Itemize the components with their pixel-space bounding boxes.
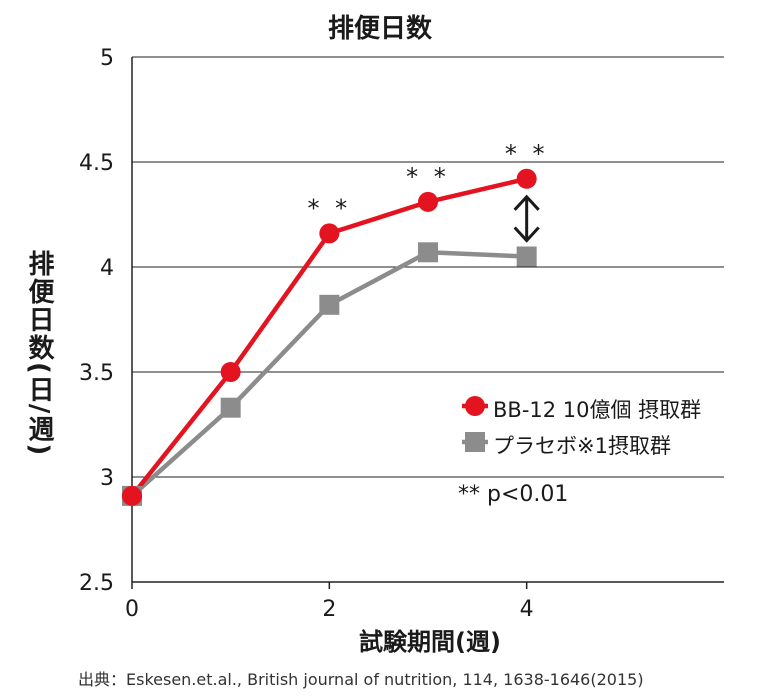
significance-marker: * *	[505, 140, 549, 168]
y-tick-label: 4	[100, 256, 114, 281]
data-point-placebo	[319, 294, 340, 315]
source-citation: 出典：Eskesen.et.al., British journal of nu…	[78, 670, 644, 689]
y-tick-label: 3	[100, 466, 114, 491]
legend-label-placebo: プラセボ※1摂取群	[493, 434, 671, 458]
series-line-placebo	[130, 250, 527, 498]
significance-note: ** p<0.01	[458, 482, 569, 507]
chart-title: 排便日数	[327, 14, 432, 44]
difference-arrow-head-down	[513, 226, 540, 243]
data-point-bb12	[122, 485, 142, 506]
y-axis-label: 排便日数(日/週)	[24, 250, 54, 458]
legend-marker-bb12	[465, 396, 485, 416]
difference-arrow-head-up	[513, 194, 540, 211]
x-tick-label: 4	[520, 597, 534, 622]
y-tick-label: 3.5	[79, 361, 114, 386]
data-point-placebo	[220, 397, 241, 418]
x-tick-label: 2	[322, 597, 336, 622]
legend-label-bb12: BB-12 10億個 摂取群	[493, 398, 702, 422]
data-point-bb12	[418, 191, 438, 212]
data-point-bb12	[319, 223, 340, 244]
y-tick-label: 4.5	[79, 151, 114, 176]
x-axis-label: 試験期間(週)	[359, 628, 501, 656]
data-point-placebo	[418, 242, 438, 263]
data-point-bb12	[220, 362, 241, 382]
data-point-placebo	[516, 246, 537, 267]
significance-marker: * *	[406, 163, 450, 191]
x-tick-label: 0	[125, 597, 139, 622]
y-tick-label: 2.5	[79, 571, 114, 596]
significance-marker: * *	[308, 194, 352, 222]
data-point-bb12	[516, 168, 537, 189]
y-tick-label: 5	[100, 46, 114, 71]
legend-marker-placebo	[465, 432, 485, 452]
